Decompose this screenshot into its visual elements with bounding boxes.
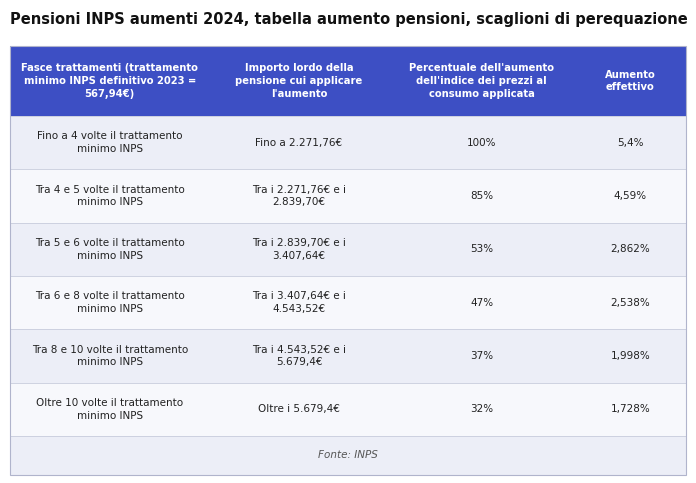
Text: 5,4%: 5,4% (617, 138, 644, 148)
Text: Tra i 4.543,52€ e i
5.679,4€: Tra i 4.543,52€ e i 5.679,4€ (252, 345, 346, 367)
Bar (10, 170, 686, 223)
Text: Fonte: INPS: Fonte: INPS (318, 451, 378, 460)
Text: Oltre 10 volte il trattamento
minimo INPS: Oltre 10 volte il trattamento minimo INP… (36, 398, 183, 421)
Text: Tra 4 e 5 volte il trattamento
minimo INPS: Tra 4 e 5 volte il trattamento minimo IN… (35, 185, 184, 207)
Text: 37%: 37% (470, 351, 493, 361)
Bar (10, 223, 686, 276)
Text: Tra i 2.271,76€ e i
2.839,70€: Tra i 2.271,76€ e i 2.839,70€ (252, 185, 346, 207)
Text: Importo lordo della
pensione cui applicare
l'aumento: Importo lordo della pensione cui applica… (235, 63, 363, 99)
Text: Tra i 3.407,64€ e i
4.543,52€: Tra i 3.407,64€ e i 4.543,52€ (252, 291, 346, 314)
Text: Fasce trattamenti (trattamento
minimo INPS definitivo 2023 =
567,94€): Fasce trattamenti (trattamento minimo IN… (22, 63, 198, 99)
Text: Pensioni INPS aumenti 2024, tabella aumento pensioni, scaglioni di perequazione: Pensioni INPS aumenti 2024, tabella aume… (10, 12, 688, 27)
Text: 2,538%: 2,538% (610, 298, 650, 308)
Text: Aumento
effettivo: Aumento effettivo (605, 70, 656, 92)
Text: 47%: 47% (470, 298, 493, 308)
Text: Tra 5 e 6 volte il trattamento
minimo INPS: Tra 5 e 6 volte il trattamento minimo IN… (35, 238, 184, 260)
Text: Fino a 4 volte il trattamento
minimo INPS: Fino a 4 volte il trattamento minimo INP… (37, 131, 182, 154)
Text: 100%: 100% (467, 138, 496, 148)
Bar (10, 46, 686, 475)
Bar (10, 116, 686, 170)
Text: 32%: 32% (470, 404, 493, 414)
Bar (10, 436, 686, 475)
Text: Tra i 2.839,70€ e i
3.407,64€: Tra i 2.839,70€ e i 3.407,64€ (252, 238, 346, 260)
Bar (10, 46, 686, 116)
Text: Fino a 2.271,76€: Fino a 2.271,76€ (255, 138, 342, 148)
Text: Tra 6 e 8 volte il trattamento
minimo INPS: Tra 6 e 8 volte il trattamento minimo IN… (35, 291, 184, 314)
Bar (10, 383, 686, 436)
Text: 1,728%: 1,728% (610, 404, 650, 414)
Text: Percentuale dell'aumento
dell'indice dei prezzi al
consumo applicata: Percentuale dell'aumento dell'indice dei… (409, 63, 554, 99)
Bar (10, 329, 686, 383)
Text: Oltre i 5.679,4€: Oltre i 5.679,4€ (258, 404, 340, 414)
Text: 53%: 53% (470, 244, 493, 255)
Text: 4,59%: 4,59% (614, 191, 647, 201)
Text: 2,862%: 2,862% (610, 244, 650, 255)
Text: 85%: 85% (470, 191, 493, 201)
Text: Tra 8 e 10 volte il trattamento
minimo INPS: Tra 8 e 10 volte il trattamento minimo I… (31, 345, 188, 367)
Bar (10, 276, 686, 329)
Text: 1,998%: 1,998% (610, 351, 650, 361)
